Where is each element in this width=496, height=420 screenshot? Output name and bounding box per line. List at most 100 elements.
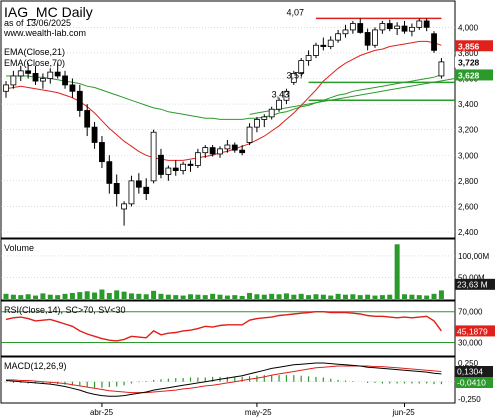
volume-bar [409, 294, 415, 299]
candles [3, 18, 445, 226]
macd-panel: 0,250 -0,250 0,1304-0,0410 MACD(12,26,9) [0, 356, 493, 404]
volume-bar [143, 294, 149, 299]
macd-y-ticks: 0,250 -0,250 [458, 359, 481, 404]
candle-body [62, 75, 68, 86]
price-y-tick: 2,600 [458, 202, 479, 211]
volume-bar [128, 293, 134, 299]
candle-body [327, 39, 334, 47]
price-y-tick: 3,000 [458, 151, 479, 160]
volume-bar [77, 292, 83, 299]
legend-ema-fast: EMA(Close,21) [4, 47, 65, 57]
price-annotation: 3,57 [286, 70, 304, 80]
macd-y-tick: 0,250 [458, 359, 479, 368]
candle-body [40, 78, 46, 82]
volume-bar [387, 294, 393, 299]
candle-body [431, 33, 437, 51]
rsi-title: RSI(Close,14), SC>70, SV<30 [4, 305, 126, 315]
volume-tag-bg [455, 278, 495, 290]
price-y-tick: 2,800 [458, 177, 479, 186]
candle-body [10, 75, 17, 86]
candle-body [217, 148, 223, 155]
x-tick-label: jun-25 [392, 408, 416, 417]
candle-body [135, 180, 142, 188]
candle-body [143, 186, 150, 195]
candle-body [113, 182, 120, 195]
volume-bar [283, 293, 289, 299]
volume-bar [247, 292, 253, 299]
x-axis: abr-25 may-25 jun-25 [90, 403, 415, 417]
candle-body [180, 163, 187, 172]
volume-bar [114, 290, 120, 299]
volume-bar [276, 294, 282, 299]
rsi-tag-bg [455, 325, 495, 337]
volume-bar [165, 294, 171, 299]
candle-body [254, 119, 260, 128]
macd-histogram [5, 375, 443, 388]
candle-body [342, 29, 349, 35]
volume-bar [254, 294, 260, 299]
volume-bar [217, 294, 223, 299]
candle-body [172, 167, 179, 172]
rsi-path [5, 311, 442, 342]
volume-bar [40, 293, 46, 299]
macd-path [5, 362, 442, 397]
volume-bar [350, 294, 356, 299]
chart-title: IAG_MC Daily [4, 4, 93, 20]
candle-body [268, 108, 275, 118]
volume-bars [3, 244, 444, 299]
volume-bar [136, 293, 142, 299]
volume-bar [320, 294, 326, 299]
price-annotations: 4,07 3,57 3,43 [272, 7, 304, 99]
volume-bar [10, 294, 16, 299]
candle-body [349, 23, 356, 31]
candle-body [99, 142, 105, 163]
volume-title: Volume [4, 243, 34, 253]
candle-body [209, 147, 216, 155]
macd-title: MACD(12,26,9) [4, 361, 67, 371]
ema-slow-tag-bg [455, 69, 493, 81]
ema-fast-tag-bg [455, 40, 493, 52]
candle-body [202, 147, 209, 154]
ema-slow-line [6, 74, 442, 120]
rsi-line [5, 311, 442, 342]
macd-signal-tag-bg [455, 377, 493, 388]
volume-bar [342, 294, 348, 299]
volume-bar [62, 293, 68, 299]
volume-bar [151, 290, 157, 299]
candle-body [158, 154, 164, 175]
candle-body [121, 203, 127, 210]
candle-body [408, 26, 415, 32]
volume-bar [438, 290, 444, 299]
volume-bar [25, 294, 31, 299]
candle-body [423, 20, 430, 28]
candle-body [54, 71, 61, 77]
volume-last-value: 23,63 M [457, 279, 488, 289]
ema-slow-tag: 3,628 [458, 70, 480, 80]
candle-body [25, 70, 32, 74]
macd-lines [5, 362, 442, 397]
rsi-y-tick: 30,000 [458, 338, 483, 347]
candle-body [320, 44, 327, 47]
volume-bar [173, 295, 179, 299]
ema-slow-path [6, 74, 442, 120]
candle-body [246, 126, 253, 143]
volume-bar [402, 294, 408, 299]
volume-bar [372, 295, 378, 299]
trend-line [249, 78, 456, 115]
candle-body [357, 23, 364, 33]
volume-panel: 100,00M 50,00M 23,63 M Volume [0, 238, 495, 301]
candle-body [364, 32, 371, 46]
volume-bar [158, 293, 164, 299]
candle-body [17, 70, 24, 77]
volume-value-tag: 23,63 M [455, 278, 495, 290]
candle-body [47, 71, 54, 79]
volume-bar [298, 293, 304, 299]
candle-body [261, 116, 268, 120]
candle-body [298, 60, 305, 74]
candle-body [276, 99, 282, 110]
ema-fast-tag: 3,856 [458, 41, 480, 51]
volume-bar [335, 293, 341, 299]
volume-bar [202, 295, 208, 299]
price-y-tick: 4,000 [458, 23, 479, 32]
